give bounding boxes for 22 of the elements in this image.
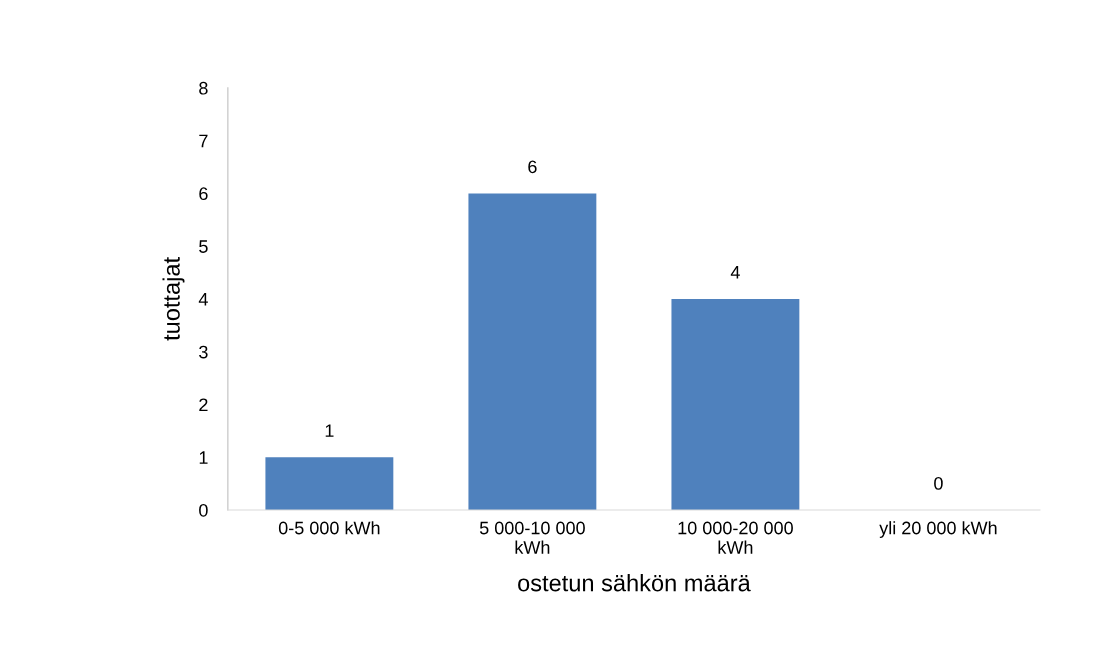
y-tick-label: 6 xyxy=(199,187,208,201)
y-tick-label: 8 xyxy=(199,81,208,95)
y-tick-label: 0 xyxy=(199,503,208,517)
y-tick-label: 2 xyxy=(199,398,208,412)
bar xyxy=(265,457,394,511)
data-label: 1 xyxy=(325,424,334,437)
y-tick-label: 1 xyxy=(199,451,208,464)
y-axis-title: tuottajat xyxy=(162,257,185,341)
bar xyxy=(671,298,800,511)
y-tick-label: 5 xyxy=(199,240,208,253)
x-axis-title: ostetun sähkön määrä xyxy=(518,574,751,592)
y-tick-label: 4 xyxy=(198,293,208,306)
data-label: 6 xyxy=(528,160,537,174)
bar xyxy=(468,193,597,511)
data-label: 0 xyxy=(934,477,943,490)
x-tick-label: 0-5 000 kWh xyxy=(278,521,380,535)
y-tick-label: 7 xyxy=(199,134,208,148)
x-tick-label: 5 000-10 000 kWh xyxy=(479,521,585,554)
y-tick-label: 3 xyxy=(199,345,208,359)
x-tick-label: 10 000-20 000 kWh xyxy=(678,521,793,554)
x-tick-label: yli 20 000 kWh xyxy=(879,521,997,538)
data-label: 4 xyxy=(730,266,740,279)
